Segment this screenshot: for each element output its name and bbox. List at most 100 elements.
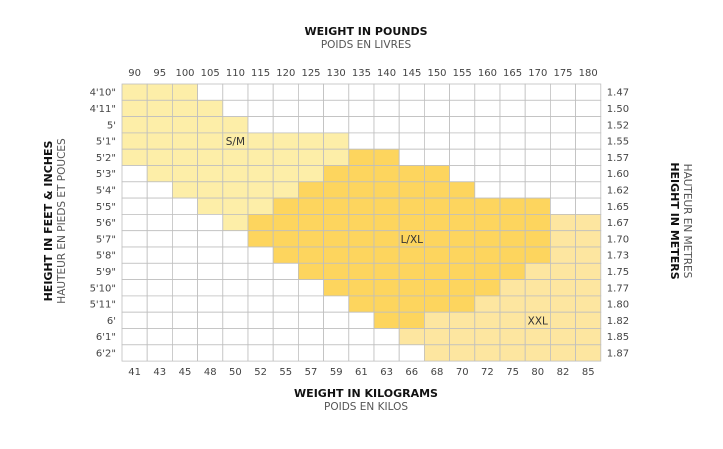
height-ft-tick-5-5: 5'5" xyxy=(96,202,116,213)
kilograms-tick-15: 75 xyxy=(506,367,519,378)
grid-cell-5-1-135lb xyxy=(348,132,375,150)
grid-cell-6-90lb xyxy=(121,311,148,329)
grid-cell-5-170lb xyxy=(524,116,551,134)
grid-cell-6-1-135lb xyxy=(348,328,375,346)
pounds-tick-135: 135 xyxy=(352,68,371,79)
grid-cell-5-10-105lb xyxy=(197,279,224,297)
grid-cell-5-9-100lb xyxy=(171,262,198,280)
grid-cell-6-1-145lb xyxy=(398,328,425,346)
grid-cell-5-3-145lb xyxy=(398,165,425,183)
grid-cell-5-10-165lb xyxy=(499,279,526,297)
height-ft-tick-4-11: 4'11" xyxy=(90,104,116,115)
grid-cell-5-11-95lb xyxy=(146,295,173,313)
grid-cell-5-10-145lb xyxy=(398,279,425,297)
grid-cell-5-5-150lb xyxy=(423,197,450,215)
size-grid xyxy=(121,83,602,362)
grid-cell-5-4-100lb xyxy=(171,181,198,199)
grid-cell-6-1-110lb xyxy=(222,328,249,346)
kilograms-tick-3: 48 xyxy=(204,367,217,378)
kilograms-tick-14: 72 xyxy=(481,367,494,378)
grid-cell-5-9-165lb xyxy=(499,262,526,280)
grid-cell-5-11-120lb xyxy=(272,295,299,313)
grid-cell-5-9-160lb xyxy=(474,262,501,280)
grid-cell-6-2-180lb xyxy=(575,344,602,362)
grid-cell-5-1-105lb xyxy=(197,132,224,150)
grid-cell-5-8-120lb xyxy=(272,246,299,264)
grid-cell-4-11-105lb xyxy=(197,99,224,118)
grid-cell-5-11-145lb xyxy=(398,295,425,313)
grid-cell-5-7-150lb xyxy=(423,230,450,248)
height-ft-tick-5-7: 5'7" xyxy=(96,234,116,245)
grid-cell-5-8-110lb xyxy=(222,246,249,264)
height-m-tick-1-52: 1.52 xyxy=(607,120,629,131)
grid-cell-5-9-105lb xyxy=(197,262,224,280)
grid-cell-5-10-100lb xyxy=(171,279,198,297)
height-m-tick-1-65: 1.65 xyxy=(607,202,629,213)
grid-cell-5-7-110lb xyxy=(222,230,249,248)
grid-cell-6-150lb xyxy=(423,311,450,329)
grid-cell-5-3-180lb xyxy=(575,165,602,183)
grid-cell-4-11-165lb xyxy=(499,99,526,118)
grid-cell-5-3-150lb xyxy=(423,165,450,183)
height-m-tick-1-77: 1.77 xyxy=(607,283,629,294)
size-label-xxl: XXL xyxy=(528,315,548,327)
grid-cell-6-135lb xyxy=(348,311,375,329)
grid-cell-5-8-160lb xyxy=(474,246,501,264)
pounds-tick-170: 170 xyxy=(528,68,547,79)
grid-cell-5-145lb xyxy=(398,116,425,134)
grid-cell-5-6-175lb xyxy=(550,213,577,232)
grid-cell-4-10-165lb xyxy=(499,83,526,101)
grid-cell-5-1-150lb xyxy=(423,132,450,150)
grid-cell-5-2-90lb xyxy=(121,148,148,166)
grid-cell-5-2-160lb xyxy=(474,148,501,166)
grid-cell-5-6-135lb xyxy=(348,213,375,232)
grid-cell-6-2-135lb xyxy=(348,344,375,362)
grid-cell-5-175lb xyxy=(550,116,577,134)
height-ft-tick-6-2: 6'2" xyxy=(96,348,116,359)
grid-cell-5-5-110lb xyxy=(222,197,249,215)
grid-cell-6-160lb xyxy=(474,311,501,329)
grid-cell-6-1-155lb xyxy=(449,328,476,346)
grid-cell-4-11-90lb xyxy=(121,99,148,118)
grid-cell-5-10-180lb xyxy=(575,279,602,297)
grid-cell-5-8-115lb xyxy=(247,246,274,264)
grid-cell-5-1-155lb xyxy=(449,132,476,150)
grid-cell-5-5-130lb xyxy=(323,197,350,215)
grid-cell-5-11-135lb xyxy=(348,295,375,313)
grid-cell-5-5-155lb xyxy=(449,197,476,215)
grid-cell-5-2-145lb xyxy=(398,148,425,166)
grid-cell-5-1-180lb xyxy=(575,132,602,150)
grid-cell-5-6-145lb xyxy=(398,213,425,232)
grid-cell-5-5-180lb xyxy=(575,197,602,215)
grid-cell-6-2-100lb xyxy=(171,344,198,362)
grid-cell-5-9-175lb xyxy=(550,262,577,280)
grid-cell-5-3-105lb xyxy=(197,165,224,183)
grid-cell-4-11-170lb xyxy=(524,99,551,118)
grid-cell-5-5-120lb xyxy=(272,197,299,215)
grid-cell-5-4-160lb xyxy=(474,181,501,199)
grid-cell-5-135lb xyxy=(348,116,375,134)
pounds-tick-90: 90 xyxy=(128,68,141,79)
grid-cell-5-9-115lb xyxy=(247,262,274,280)
grid-cell-5-1-100lb xyxy=(171,132,198,150)
grid-cell-5-9-145lb xyxy=(398,262,425,280)
grid-cell-4-11-100lb xyxy=(171,99,198,118)
grid-cell-5-8-100lb xyxy=(171,246,198,264)
grid-cell-5-7-100lb xyxy=(171,230,198,248)
grid-cell-5-4-175lb xyxy=(550,181,577,199)
grid-cell-5-6-180lb xyxy=(575,213,602,232)
height-ft-tick-4-10: 4'10" xyxy=(90,88,116,99)
grid-cell-6-120lb xyxy=(272,311,299,329)
grid-cell-6-100lb xyxy=(171,311,198,329)
grid-cell-5-3-175lb xyxy=(550,165,577,183)
grid-cell-6-130lb xyxy=(323,311,350,329)
pounds-tick-110: 110 xyxy=(226,68,245,79)
grid-cell-5-150lb xyxy=(423,116,450,134)
grid-cell-5-120lb xyxy=(272,116,299,134)
grid-cell-4-10-150lb xyxy=(423,83,450,101)
height-m-tick-1-80: 1.80 xyxy=(607,300,629,311)
grid-cell-5-11-175lb xyxy=(550,295,577,313)
kilograms-tick-1: 43 xyxy=(153,367,166,378)
grid-cell-4-11-155lb xyxy=(449,99,476,118)
